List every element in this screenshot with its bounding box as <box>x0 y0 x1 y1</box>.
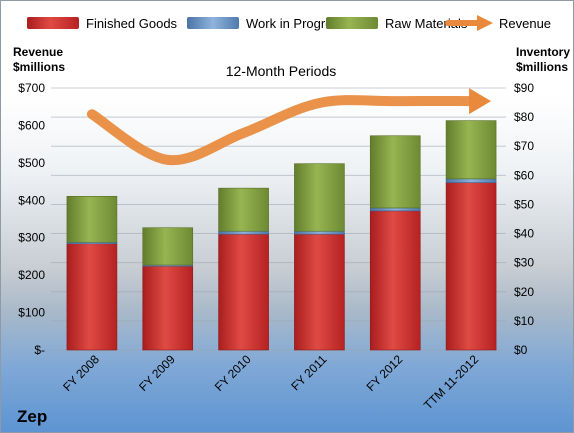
x-tick-label: FY 2008 <box>60 352 102 394</box>
bar-finished-goods <box>294 233 345 351</box>
bar-raw-materials <box>445 120 497 180</box>
bar-raw-materials <box>218 187 269 232</box>
y-right-tick-label: $30 <box>514 256 534 270</box>
bar-raw-materials <box>66 195 118 243</box>
y-right-ticks: $0 $10 $20 $30 $40 $50 $60 $70 $80 $90 <box>514 81 534 357</box>
y-right-tick-label: $50 <box>514 197 534 211</box>
y-left-tick-label: $700 <box>18 81 45 95</box>
y-left-tick-label: $600 <box>18 118 45 132</box>
legend-label-work-in-progress: Work in Progress <box>246 16 346 31</box>
bar-finished-goods <box>66 243 118 351</box>
y-left-tick-label: $300 <box>18 231 45 245</box>
y-right-tick-label: $20 <box>514 285 534 299</box>
y-right-tick-label: $60 <box>514 168 534 182</box>
x-ticks: FY 2008 FY 2009 FY 2010 FY 2011 FY 2012 TTM 1… <box>60 352 481 412</box>
gridlines <box>51 87 506 351</box>
y-right-title-line1: Inventory <box>516 45 570 59</box>
bar-work-in-progress <box>369 207 421 212</box>
legend-swatch-revenue <box>445 15 493 31</box>
bar-raw-materials <box>369 135 421 209</box>
legend-label-revenue: Revenue <box>499 16 551 31</box>
x-tick-label: FY 2011 <box>288 352 329 393</box>
y-left-tick-label: $400 <box>18 193 45 207</box>
revenue-curve <box>86 95 477 166</box>
bar-work-in-progress <box>218 230 269 235</box>
legend: Finished Goods Work in Progress Raw Mate… <box>27 15 551 31</box>
x-tick-label: FY 2010 <box>212 352 254 394</box>
y-right-tick-label: $40 <box>514 227 534 241</box>
y-right-tick-label: $80 <box>514 110 534 124</box>
y-right-tick-label: $70 <box>514 139 534 153</box>
company-name: Zep <box>17 407 48 426</box>
y-right-tick-label: $10 <box>514 314 534 328</box>
legend-swatch-finished-goods <box>27 17 79 29</box>
bar-raw-materials <box>294 163 345 232</box>
y-left-ticks: $- $100 $200 $300 $400 $500 $600 $700 <box>18 81 45 357</box>
legend-swatch-raw-materials <box>326 17 378 29</box>
x-tick-label: TTM 11-2012 <box>421 352 481 412</box>
x-tick-label: FY 2012 <box>364 352 406 394</box>
bars <box>66 120 497 351</box>
bar-finished-goods <box>445 182 497 351</box>
chart-title: 12-Month Periods <box>226 63 337 79</box>
bar-work-in-progress <box>294 230 345 235</box>
y-right-title-line2: $millions <box>516 60 568 74</box>
bar-finished-goods <box>142 265 194 351</box>
x-tick-label: FY 2009 <box>136 352 178 394</box>
legend-swatch-work-in-progress <box>187 17 239 29</box>
revenue-arrowhead <box>469 88 492 115</box>
legend-label-raw-materials: Raw Materials <box>385 16 468 31</box>
y-left-tick-label: $500 <box>18 156 45 170</box>
bar-finished-goods <box>218 233 269 351</box>
bar-finished-goods <box>369 210 421 351</box>
revenue-line <box>86 88 492 166</box>
bar-raw-materials <box>142 227 194 266</box>
y-right-tick-label: $0 <box>514 343 528 357</box>
y-left-tick-label: $200 <box>18 268 45 282</box>
y-left-title-line2: $millions <box>13 60 65 74</box>
y-left-tick-label: $100 <box>18 306 45 320</box>
legend-label-finished-goods: Finished Goods <box>86 16 178 31</box>
bar-work-in-progress <box>445 178 497 183</box>
y-right-tick-label: $90 <box>514 81 534 95</box>
y-left-title-line1: Revenue <box>13 45 63 59</box>
y-left-tick-label: $- <box>34 343 45 357</box>
